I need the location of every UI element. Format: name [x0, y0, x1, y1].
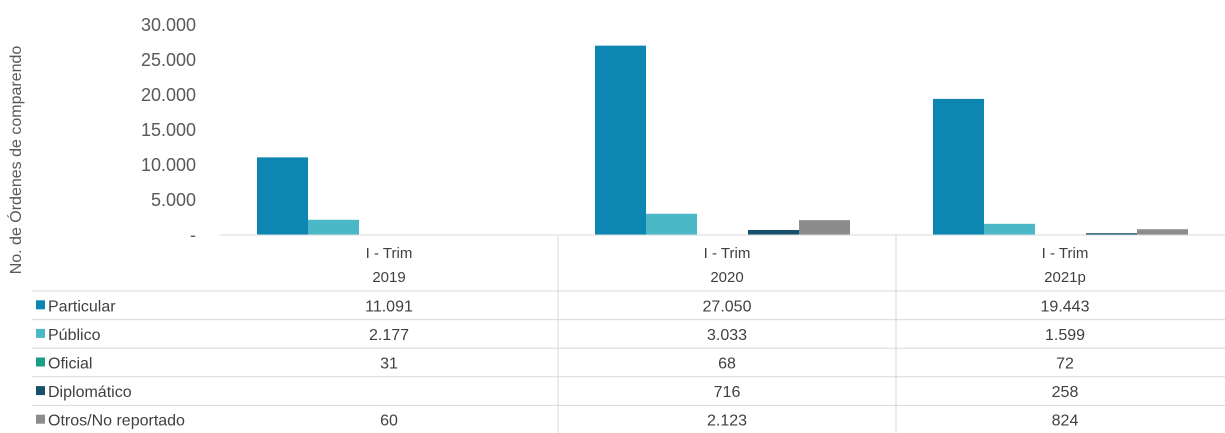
category-label-line1: I - Trim	[704, 245, 751, 262]
y-tick-label: 25.000	[141, 50, 196, 70]
data-table-value: 19.443	[1041, 298, 1090, 315]
legend-label: Diplomático	[48, 384, 132, 401]
data-table-value: 27.050	[703, 298, 752, 315]
bar-particular	[257, 157, 308, 235]
y-tick-label: -	[190, 225, 196, 245]
data-table-value: 72	[1056, 356, 1074, 373]
y-tick-label: 30.000	[141, 15, 196, 35]
legend-label: Público	[48, 327, 101, 344]
y-tick-label: 10.000	[141, 155, 196, 175]
category-label-line1: I - Trim	[1042, 245, 1089, 262]
category-label-line2: 2021p	[1044, 269, 1086, 286]
data-table-value: 258	[1052, 384, 1079, 401]
data-table-value: 60	[380, 413, 398, 430]
category-label-line2: 2020	[710, 269, 743, 286]
data-table-value: 2.177	[369, 327, 409, 344]
legend-key-p-blico	[36, 328, 45, 338]
bar-p-blico	[308, 219, 359, 235]
bar-otros-no-reportado	[799, 220, 850, 235]
data-table-value: 31	[380, 356, 398, 373]
legend-key-diplom-tico	[36, 386, 45, 396]
bar-diplom-tico	[748, 229, 799, 235]
y-tick-label: 15.000	[141, 120, 196, 140]
y-tick-label: 5.000	[151, 190, 196, 210]
data-table-value: 716	[714, 384, 741, 401]
legend-label: Otros/No reportado	[48, 413, 185, 430]
data-table-value: 3.033	[707, 327, 747, 344]
legend-key-particular	[36, 300, 45, 310]
legend-label: Particular	[48, 298, 116, 315]
data-table-value: 68	[718, 356, 736, 373]
legend-label: Oficial	[48, 356, 92, 373]
bar-diplom-tico	[1086, 233, 1137, 235]
data-table-value: 11.091	[365, 298, 413, 315]
legend-key-oficial	[36, 357, 45, 367]
legend-key-otros-no-reportado	[36, 414, 45, 424]
data-table-value: 2.123	[707, 413, 747, 430]
bar-otros-no-reportado	[1137, 229, 1188, 235]
data-table-value: 824	[1052, 413, 1079, 430]
y-tick-label: 20.000	[141, 85, 196, 105]
category-label-line1: I - Trim	[366, 245, 413, 262]
bar-p-blico	[646, 213, 697, 235]
bar-p-blico	[984, 223, 1035, 235]
bar-particular	[933, 98, 984, 235]
data-table-value: 1.599	[1045, 327, 1085, 344]
category-label-line2: 2019	[372, 269, 405, 286]
bar-particular	[595, 45, 646, 236]
